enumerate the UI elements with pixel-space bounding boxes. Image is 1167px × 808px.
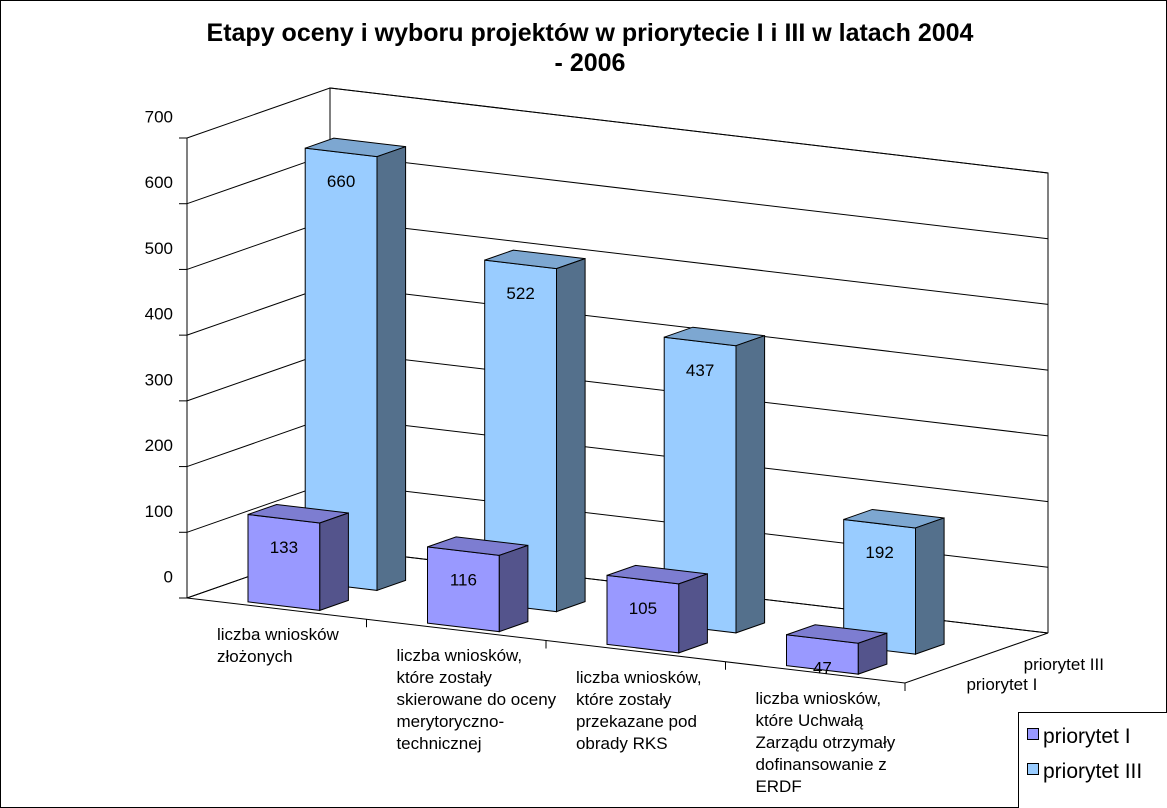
depth-label: priorytet III xyxy=(1024,655,1104,674)
bar-top-shade xyxy=(664,327,765,346)
value-label: 133 xyxy=(270,538,298,557)
y-tick-label: 200 xyxy=(145,436,173,455)
legend-label: priorytet I xyxy=(1043,725,1131,748)
x-tick-label: liczba wniosków złożonych xyxy=(216,625,339,667)
bar-top-shade xyxy=(786,624,887,644)
legend-label: priorytet III xyxy=(1043,760,1143,783)
bar xyxy=(427,536,529,633)
bar xyxy=(484,249,586,613)
value-label: 437 xyxy=(686,361,714,380)
bar-side xyxy=(376,145,407,592)
bar-top-shade xyxy=(305,138,406,157)
bar xyxy=(663,326,766,634)
depth-label: priorytet I xyxy=(966,675,1037,694)
value-label: 116 xyxy=(450,571,477,590)
bar-side-shade xyxy=(678,573,708,653)
bar xyxy=(304,137,407,592)
y-tick-label: 300 xyxy=(145,370,173,389)
bar-front xyxy=(247,513,321,611)
x-tick-label: liczba wniosków, które Uchwałą Zarządu o… xyxy=(755,688,896,796)
bar-top-shade xyxy=(484,250,586,269)
y-tick-label: 400 xyxy=(145,305,173,324)
bar xyxy=(606,564,708,654)
bar-side-shade xyxy=(377,146,406,591)
bar-side-shade xyxy=(736,335,765,633)
y-tick-label: 600 xyxy=(145,173,173,192)
legend-swatch xyxy=(1027,763,1039,775)
bar-top-shade xyxy=(248,504,349,523)
y-tick-label: 700 xyxy=(145,107,173,126)
bar-side xyxy=(678,573,708,654)
bar-side-shade xyxy=(915,517,945,655)
bar-side xyxy=(857,632,888,675)
value-label: 660 xyxy=(327,172,355,191)
y-tick-label: 500 xyxy=(145,239,173,258)
bar-top-shade xyxy=(843,509,945,528)
bar-side xyxy=(735,334,766,634)
bar-side-shade xyxy=(499,545,528,632)
x-tick-label: liczba wniosków, które zostały przekazan… xyxy=(575,667,702,753)
bar-side-shade xyxy=(556,258,586,612)
value-label: 522 xyxy=(506,284,534,303)
x-tick-label: liczba wniosków, które zostały skierowan… xyxy=(396,646,557,754)
bar-side xyxy=(319,512,349,612)
legend: priorytet I priorytet III xyxy=(1018,712,1167,808)
bar xyxy=(786,624,888,675)
chart-title: Etapy oceny i wyboru projektów w prioryt… xyxy=(206,19,974,77)
legend-entry: priorytet III xyxy=(1027,760,1142,784)
bar-top-shade xyxy=(607,565,708,584)
value-label: 47 xyxy=(813,658,832,677)
bar-side xyxy=(915,517,945,655)
y-tick-label: 100 xyxy=(145,502,173,521)
value-label: 105 xyxy=(629,599,657,618)
bar-top-shade xyxy=(427,536,528,556)
bar xyxy=(247,503,349,612)
bar-side xyxy=(498,544,529,633)
value-label: 192 xyxy=(865,543,893,562)
bar xyxy=(843,508,945,655)
legend-swatch xyxy=(1027,728,1039,740)
bar-side-shade xyxy=(858,633,887,675)
bar-side xyxy=(556,257,586,613)
legend-entry: priorytet I xyxy=(1027,725,1131,749)
grid-line xyxy=(186,87,1049,174)
y-tick-label: 0 xyxy=(164,567,173,586)
bar-side-shade xyxy=(319,512,349,611)
